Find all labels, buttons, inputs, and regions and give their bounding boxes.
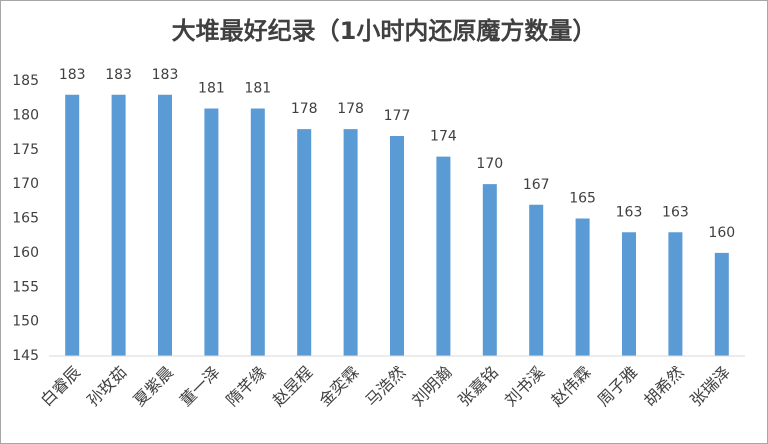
value-label: 183 bbox=[59, 67, 86, 83]
y-tick-label: 155 bbox=[12, 279, 39, 295]
y-tick-label: 180 bbox=[12, 107, 39, 123]
value-label: 174 bbox=[430, 129, 457, 145]
bar bbox=[343, 129, 358, 356]
chart-title: 大堆最好纪录（1小时内还原魔方数量） bbox=[172, 17, 597, 45]
value-label: 163 bbox=[616, 204, 643, 220]
y-tick-label: 175 bbox=[12, 142, 39, 158]
y-tick-label: 145 bbox=[12, 348, 39, 364]
value-label: 178 bbox=[337, 101, 364, 117]
value-label: 181 bbox=[198, 81, 225, 97]
bar bbox=[250, 108, 265, 356]
value-label: 163 bbox=[662, 204, 689, 220]
bar bbox=[436, 156, 451, 356]
value-label: 183 bbox=[105, 67, 132, 83]
bar bbox=[714, 252, 729, 356]
bar bbox=[529, 204, 544, 356]
value-label: 178 bbox=[291, 101, 318, 117]
y-tick-label: 150 bbox=[12, 314, 39, 330]
bar bbox=[575, 218, 590, 356]
value-label: 167 bbox=[523, 177, 550, 193]
value-label: 160 bbox=[708, 225, 735, 241]
bar bbox=[390, 136, 404, 356]
bar bbox=[668, 232, 683, 356]
y-tick-label: 185 bbox=[12, 73, 39, 89]
bar bbox=[111, 94, 126, 356]
y-tick-label: 170 bbox=[12, 176, 39, 192]
y-tick-label: 160 bbox=[12, 245, 39, 261]
bar bbox=[482, 184, 497, 356]
value-label: 165 bbox=[569, 191, 596, 207]
bar bbox=[622, 232, 636, 356]
value-label: 177 bbox=[384, 108, 411, 124]
value-label: 181 bbox=[244, 81, 271, 97]
y-tick-label: 165 bbox=[12, 211, 39, 227]
value-label: 183 bbox=[152, 67, 179, 83]
bar bbox=[297, 129, 312, 356]
bar bbox=[204, 108, 219, 356]
bar bbox=[158, 94, 172, 356]
bar bbox=[65, 94, 80, 356]
value-label: 170 bbox=[476, 156, 503, 172]
